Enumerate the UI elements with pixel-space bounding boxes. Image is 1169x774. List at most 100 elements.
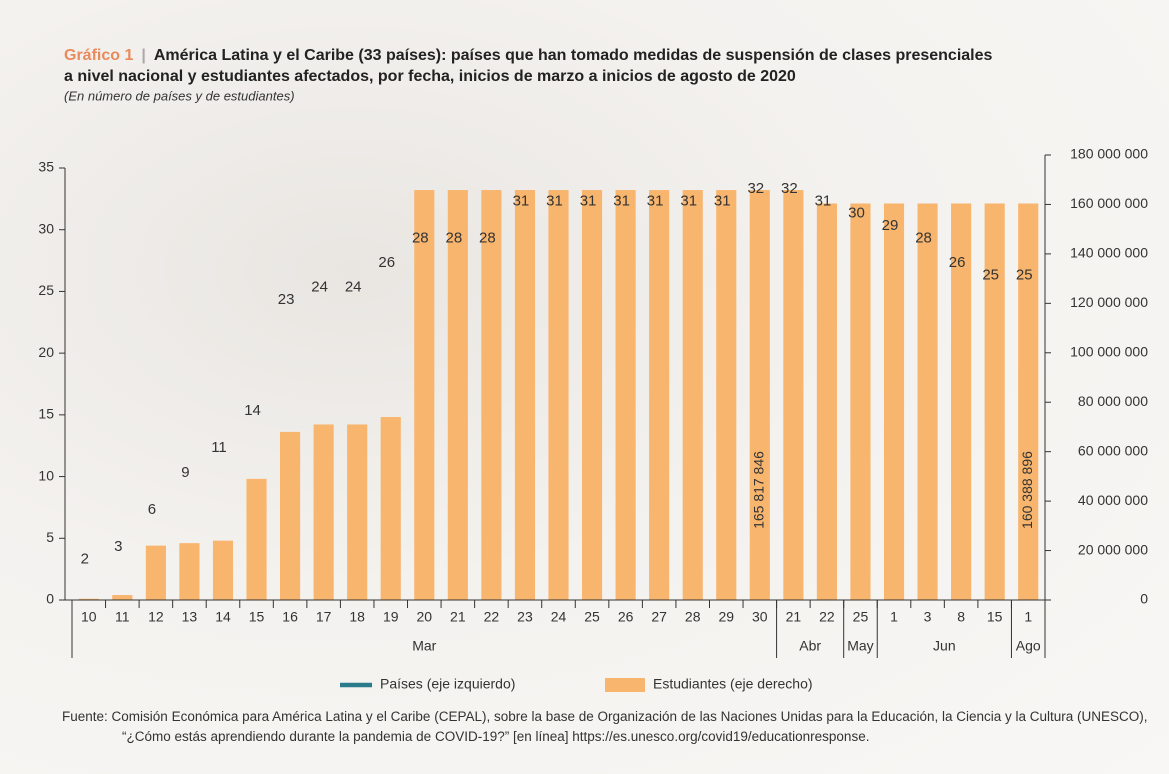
y2-tick-label: 0 xyxy=(1140,591,1148,607)
x-tick-label: 14 xyxy=(215,609,231,625)
title-line: América Latina y el Caribe (33 países): … xyxy=(154,47,993,64)
x-tick-label: 17 xyxy=(316,609,332,625)
line-value-label: 25 xyxy=(982,266,999,283)
bar xyxy=(381,417,401,600)
line-value-label: 31 xyxy=(513,192,530,209)
y2-tick-label: 60 000 000 xyxy=(1078,442,1148,458)
line-value-label: 24 xyxy=(311,279,328,296)
bar xyxy=(884,203,904,600)
y-tick-label: 15 xyxy=(38,406,54,422)
line-value-label: 31 xyxy=(647,192,664,209)
chart: Gráfico 1 | América Latina y el Caribe (33… xyxy=(0,0,1169,774)
bar xyxy=(515,190,535,600)
y-tick-label: 30 xyxy=(38,220,54,236)
x-tick-label: 11 xyxy=(115,609,130,625)
x-group-label: Mar xyxy=(412,638,436,654)
line-value-label: 25 xyxy=(1016,266,1033,283)
bar xyxy=(146,546,166,600)
title-prefix: Gráfico 1 xyxy=(64,47,133,64)
chart-title: Gráfico 1 | América Latina y el Caribe (33… xyxy=(64,47,993,64)
source-note: Fuente: Comisión Económica para América … xyxy=(62,707,1157,747)
bar xyxy=(448,190,468,600)
bar xyxy=(481,190,501,600)
x-tick-label: 20 xyxy=(417,609,433,625)
bar xyxy=(750,190,770,600)
line-value-label: 2 xyxy=(81,550,89,567)
x-tick-label: 1 xyxy=(890,609,898,625)
y2-tick-label: 160 000 000 xyxy=(1070,195,1148,211)
y-tick-label: 0 xyxy=(46,591,54,607)
bar xyxy=(649,190,669,600)
page: {"chart_data":{"type":"combo", "title_pr… xyxy=(0,0,1169,774)
y2-tick-label: 120 000 000 xyxy=(1070,294,1148,310)
y-tick-label: 20 xyxy=(38,344,54,360)
legend-label: Estudiantes (eje derecho) xyxy=(653,676,813,692)
line-value-label: 32 xyxy=(747,180,764,197)
x-tick-label: 22 xyxy=(484,609,500,625)
bar xyxy=(850,203,870,600)
x-tick-label: 21 xyxy=(786,609,802,625)
title-separator: | xyxy=(141,47,145,64)
x-tick-label: 19 xyxy=(383,609,399,625)
line-value-label: 31 xyxy=(580,192,597,209)
bar-value-label: 165 817 846 xyxy=(751,451,767,529)
x-group-label: Ago xyxy=(1016,638,1041,654)
bar xyxy=(985,203,1005,600)
title-line: a nivel nacional y estudiantes afectados… xyxy=(64,68,796,85)
y2-tick-label: 80 000 000 xyxy=(1078,393,1148,409)
legend-label: Países (eje izquierdo) xyxy=(380,676,515,692)
line-value-label: 31 xyxy=(546,192,563,209)
x-tick-label: 1 xyxy=(1024,609,1032,625)
x-group-label: Jun xyxy=(933,638,956,654)
y-tick-label: 35 xyxy=(38,159,54,175)
x-tick-label: 25 xyxy=(584,609,600,625)
bar xyxy=(918,203,938,600)
bar xyxy=(1018,203,1038,600)
bar xyxy=(112,595,132,600)
line-value-label: 32 xyxy=(781,180,798,197)
y-tick-label: 25 xyxy=(38,282,54,298)
bar xyxy=(683,190,703,600)
x-tick-label: 18 xyxy=(349,609,365,625)
bar xyxy=(213,541,233,600)
y2-tick-label: 180 000 000 xyxy=(1070,146,1148,162)
source-text: Comisión Económica para América Latina y… xyxy=(112,709,1148,744)
x-tick-label: 3 xyxy=(924,609,932,625)
bar xyxy=(716,190,736,600)
line-value-label: 30 xyxy=(848,205,865,222)
bar xyxy=(314,424,334,600)
x-tick-label: 28 xyxy=(685,609,701,625)
bar xyxy=(414,190,434,600)
bar xyxy=(548,190,568,600)
source-label: Fuente: xyxy=(62,709,108,724)
bar xyxy=(817,203,837,600)
x-tick-label: 24 xyxy=(551,609,567,625)
bar xyxy=(783,190,803,600)
bar xyxy=(616,190,636,600)
line-value-label: 11 xyxy=(211,439,227,456)
bar xyxy=(347,424,367,600)
x-tick-label: 12 xyxy=(148,609,164,625)
line-value-label: 9 xyxy=(181,464,189,481)
x-group-label: Abr xyxy=(799,638,821,654)
line-value-label: 28 xyxy=(446,229,463,246)
line-value-label: 31 xyxy=(714,192,731,209)
line-value-label: 28 xyxy=(479,229,496,246)
bar xyxy=(246,479,266,600)
x-tick-label: 22 xyxy=(819,609,835,625)
line-value-label: 14 xyxy=(244,402,261,419)
y2-tick-label: 40 000 000 xyxy=(1078,492,1148,508)
line-value-label: 29 xyxy=(882,217,899,234)
x-tick-label: 25 xyxy=(853,609,869,625)
x-tick-label: 27 xyxy=(651,609,667,625)
line-value-label: 28 xyxy=(915,229,932,246)
x-tick-label: 26 xyxy=(618,609,634,625)
bar xyxy=(280,432,300,600)
x-tick-label: 21 xyxy=(450,609,466,625)
line-value-label: 23 xyxy=(278,291,295,308)
x-tick-label: 23 xyxy=(517,609,533,625)
y2-tick-label: 140 000 000 xyxy=(1070,245,1148,261)
line-value-label: 26 xyxy=(949,254,966,271)
x-tick-label: 30 xyxy=(752,609,768,625)
line-value-label: 3 xyxy=(114,538,122,555)
